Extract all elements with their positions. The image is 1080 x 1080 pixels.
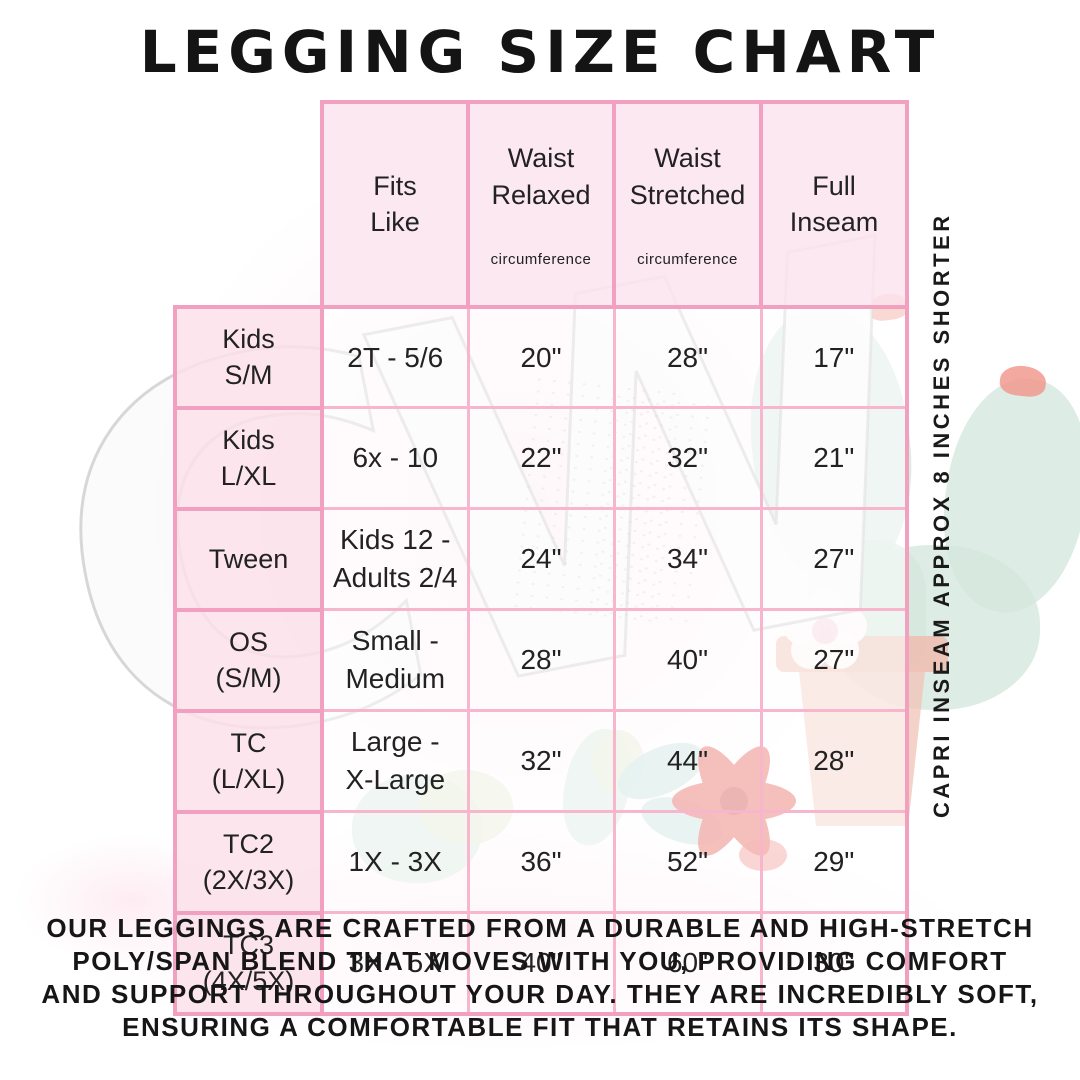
table-row: Tween Kids 12 - Adults 2/4 24" 34" 27" [173,506,909,612]
row-header-tween: Tween [173,506,324,612]
fits-like-cell: Large - X-Large [320,709,470,814]
waist-relaxed-cell: 40" [466,911,616,1016]
table-row: TC2 (2X/3X) 1X - 3X 36" 52" 29" [173,809,909,915]
fits-like-cell: 2T - 5/6 [320,305,470,410]
waist-relaxed-cell: 24" [466,507,616,612]
circumference-sublabel: circumference [637,250,738,268]
table-row: Kids L/XL 6x - 10 22" 32" 21" [173,405,909,511]
fits-like-cell: Small - Medium [320,608,470,713]
fits-like-cell: 1X - 3X [320,810,470,915]
fits-like-cell: 3X - 5X [320,911,470,1016]
capri-inseam-note: CAPRI INSEAM APPROX 8 INCHES SHORTER [929,212,954,818]
full-inseam-cell: 17" [759,305,909,410]
fits-like-cell: Kids 12 - Adults 2/4 [320,507,470,612]
waist-stretched-cell: 60" [612,911,763,1016]
waist-relaxed-cell: 36" [466,810,616,915]
table-row: Kids S/M 2T - 5/6 20" 28" 17" [173,304,909,410]
column-header-fits-like: Fits Like [320,100,470,309]
row-header-tc3: TC3 (4X/5X) [173,910,324,1016]
full-inseam-cell: 28" [759,709,909,814]
column-header-label: Fits Like [370,170,420,238]
table-row: OS (S/M) Small - Medium 28" 40" 27" [173,607,909,713]
full-inseam-cell: 27" [759,608,909,713]
column-header-label: Waist Stretched [629,143,746,210]
size-chart-table: Fits Like Waist Relaxed circumference Wa… [173,100,909,1016]
full-inseam-cell: 30" [759,911,909,1016]
column-header-waist-stretched: Waist Stretched circumference [612,100,763,309]
waist-relaxed-cell: 20" [466,305,616,410]
circumference-sublabel: circumference [490,250,592,268]
full-inseam-cell: 21" [759,406,909,511]
full-inseam-cell: 29" [759,810,909,915]
waist-relaxed-cell: 28" [466,608,616,713]
table-row: TC (L/XL) Large - X-Large 32" 44" 28" [173,708,909,814]
corner-spacer [175,102,322,307]
waist-relaxed-cell: 22" [466,406,616,511]
waist-stretched-cell: 44" [612,709,763,814]
waist-stretched-cell: 32" [612,406,763,511]
column-header-label: Full Inseam [789,170,879,238]
column-header-label: Waist Relaxed [491,143,591,210]
row-header-kids-sm: Kids S/M [173,304,324,410]
row-header-tc2: TC2 (2X/3X) [173,809,324,915]
table-row: TC3 (4X/5X) 3X - 5X 40" 60" 30" [173,910,909,1016]
column-header-waist-relaxed: Waist Relaxed circumference [466,100,616,309]
waist-stretched-cell: 52" [612,810,763,915]
waist-stretched-cell: 40" [612,608,763,713]
row-header-kids-lxl: Kids L/XL [173,405,324,511]
description-text: OUR LEGGINGS ARE CRAFTED FROM A DURABLE … [41,913,1039,1043]
full-inseam-cell: 27" [759,507,909,612]
column-header-full-inseam: Full Inseam [759,100,909,309]
waist-stretched-cell: 34" [612,507,763,612]
waist-relaxed-cell: 32" [466,709,616,814]
page-title: LEGGING SIZE CHART [139,18,941,86]
row-header-os: OS (S/M) [173,607,324,713]
waist-stretched-cell: 28" [612,305,763,410]
row-header-tc: TC (L/XL) [173,708,324,814]
fits-like-cell: 6x - 10 [320,406,470,511]
